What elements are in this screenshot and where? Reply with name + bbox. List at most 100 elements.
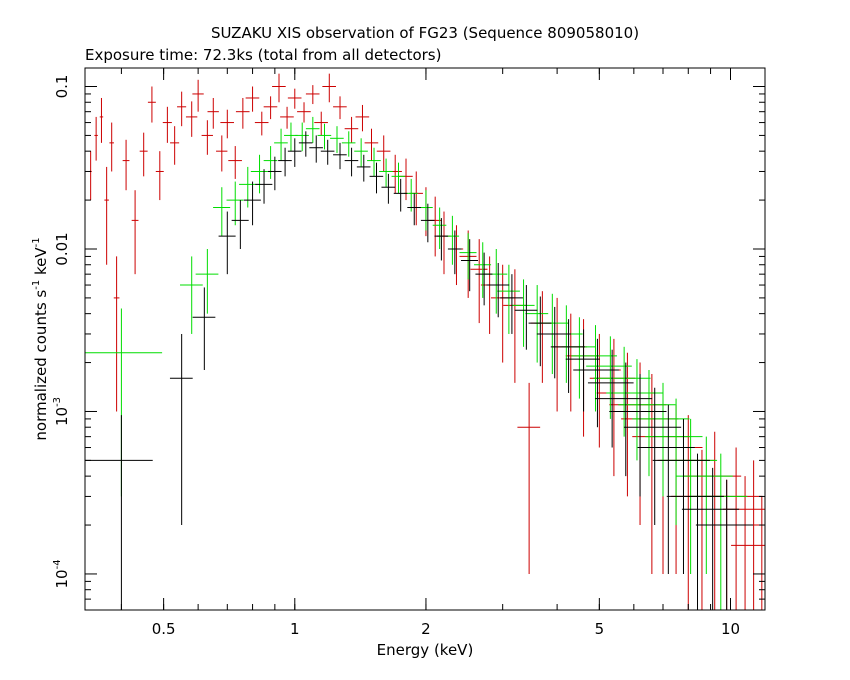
data-point <box>356 154 371 182</box>
data-point <box>595 362 653 477</box>
data-point <box>381 173 396 204</box>
data-point <box>632 382 690 497</box>
data-point <box>447 230 462 275</box>
data-point <box>314 111 328 136</box>
data-point <box>474 242 492 298</box>
data-point <box>344 116 359 143</box>
y-tick-label: 0.1 <box>53 75 71 99</box>
tick-layer: 0.5 1 2 5 10 0.1 0.01 10-3 10-4 <box>52 68 765 638</box>
data-point <box>216 135 228 172</box>
data-point <box>475 252 493 306</box>
series-2 <box>85 131 754 610</box>
x-tick-label: 2 <box>421 620 431 638</box>
data-point <box>671 449 729 610</box>
data-point <box>94 116 98 161</box>
data-point <box>480 256 498 334</box>
series-0 <box>89 73 765 610</box>
data-point <box>267 156 282 191</box>
data-point <box>333 142 347 170</box>
data-point <box>344 147 359 177</box>
data-point <box>593 346 651 437</box>
data-point <box>434 218 449 261</box>
data-point <box>722 460 765 610</box>
data-point <box>376 135 391 172</box>
data-point <box>207 97 219 129</box>
data-point <box>320 139 335 165</box>
data-point <box>536 306 572 379</box>
data-point <box>618 369 676 477</box>
data-point <box>623 387 682 526</box>
data-point <box>552 313 588 412</box>
plot-frame <box>84 67 766 611</box>
data-point <box>235 97 250 129</box>
data-point <box>272 73 286 103</box>
data-point <box>278 147 292 177</box>
data-point <box>379 158 393 188</box>
data-point <box>243 181 261 226</box>
data-point <box>85 415 153 610</box>
data-point <box>192 287 216 370</box>
data-point <box>503 269 526 383</box>
data-point <box>170 126 180 165</box>
data-point <box>201 120 213 155</box>
data-point <box>606 359 664 461</box>
data-point <box>528 296 552 367</box>
x-tick-label: 0.5 <box>152 620 176 638</box>
y-axis-label-main: normalized counts s <box>32 290 50 441</box>
data-point <box>122 139 130 191</box>
data-point <box>355 104 370 132</box>
x-tick-label: 5 <box>595 620 605 638</box>
data-point <box>295 122 309 152</box>
data-point <box>284 122 298 152</box>
data-point <box>445 215 460 265</box>
data-point <box>731 496 765 610</box>
data-point <box>525 285 549 363</box>
data-point <box>586 336 632 419</box>
data-point <box>263 96 278 120</box>
data-point <box>280 106 294 129</box>
y-tick-label: 10-3 <box>52 397 71 426</box>
data-point <box>645 398 703 526</box>
data-point <box>514 285 538 350</box>
data-point <box>407 193 421 226</box>
data-point <box>109 122 114 172</box>
series-layer <box>85 73 765 610</box>
x-tick-label: 1 <box>290 620 300 638</box>
data-point <box>89 151 92 201</box>
x-tick-label: 10 <box>721 620 740 638</box>
data-point <box>393 178 408 212</box>
data-point <box>419 190 433 231</box>
data-point <box>305 85 320 105</box>
data-point <box>239 166 257 208</box>
data-point <box>169 333 193 526</box>
data-point <box>621 374 679 574</box>
data-point <box>104 166 109 265</box>
data-point <box>287 138 302 167</box>
data-point <box>690 453 748 610</box>
y-tick-label: 0.01 <box>53 232 71 265</box>
y-axis-label: normalized counts s-1 keV-1 <box>31 237 50 440</box>
data-point <box>490 264 514 363</box>
data-point <box>147 86 156 123</box>
chart-title: SUZAKU XIS observation of FG23 (Sequence… <box>211 24 639 42</box>
data-point <box>139 132 148 177</box>
data-point <box>666 453 724 610</box>
data-point <box>637 404 695 574</box>
data-point <box>330 126 344 153</box>
data-point <box>695 479 754 610</box>
data-point <box>341 131 356 157</box>
data-point <box>449 225 464 286</box>
data-point <box>162 106 172 143</box>
data-point <box>180 256 203 334</box>
y-axis-label-sup1: -1 <box>31 280 42 290</box>
data-point <box>517 382 541 574</box>
data-point <box>309 135 323 163</box>
data-point <box>367 147 381 177</box>
data-point <box>609 362 667 526</box>
data-point <box>364 128 379 161</box>
data-point <box>245 86 260 112</box>
data-point <box>500 274 523 334</box>
data-point <box>484 248 508 314</box>
data-point <box>231 200 249 249</box>
